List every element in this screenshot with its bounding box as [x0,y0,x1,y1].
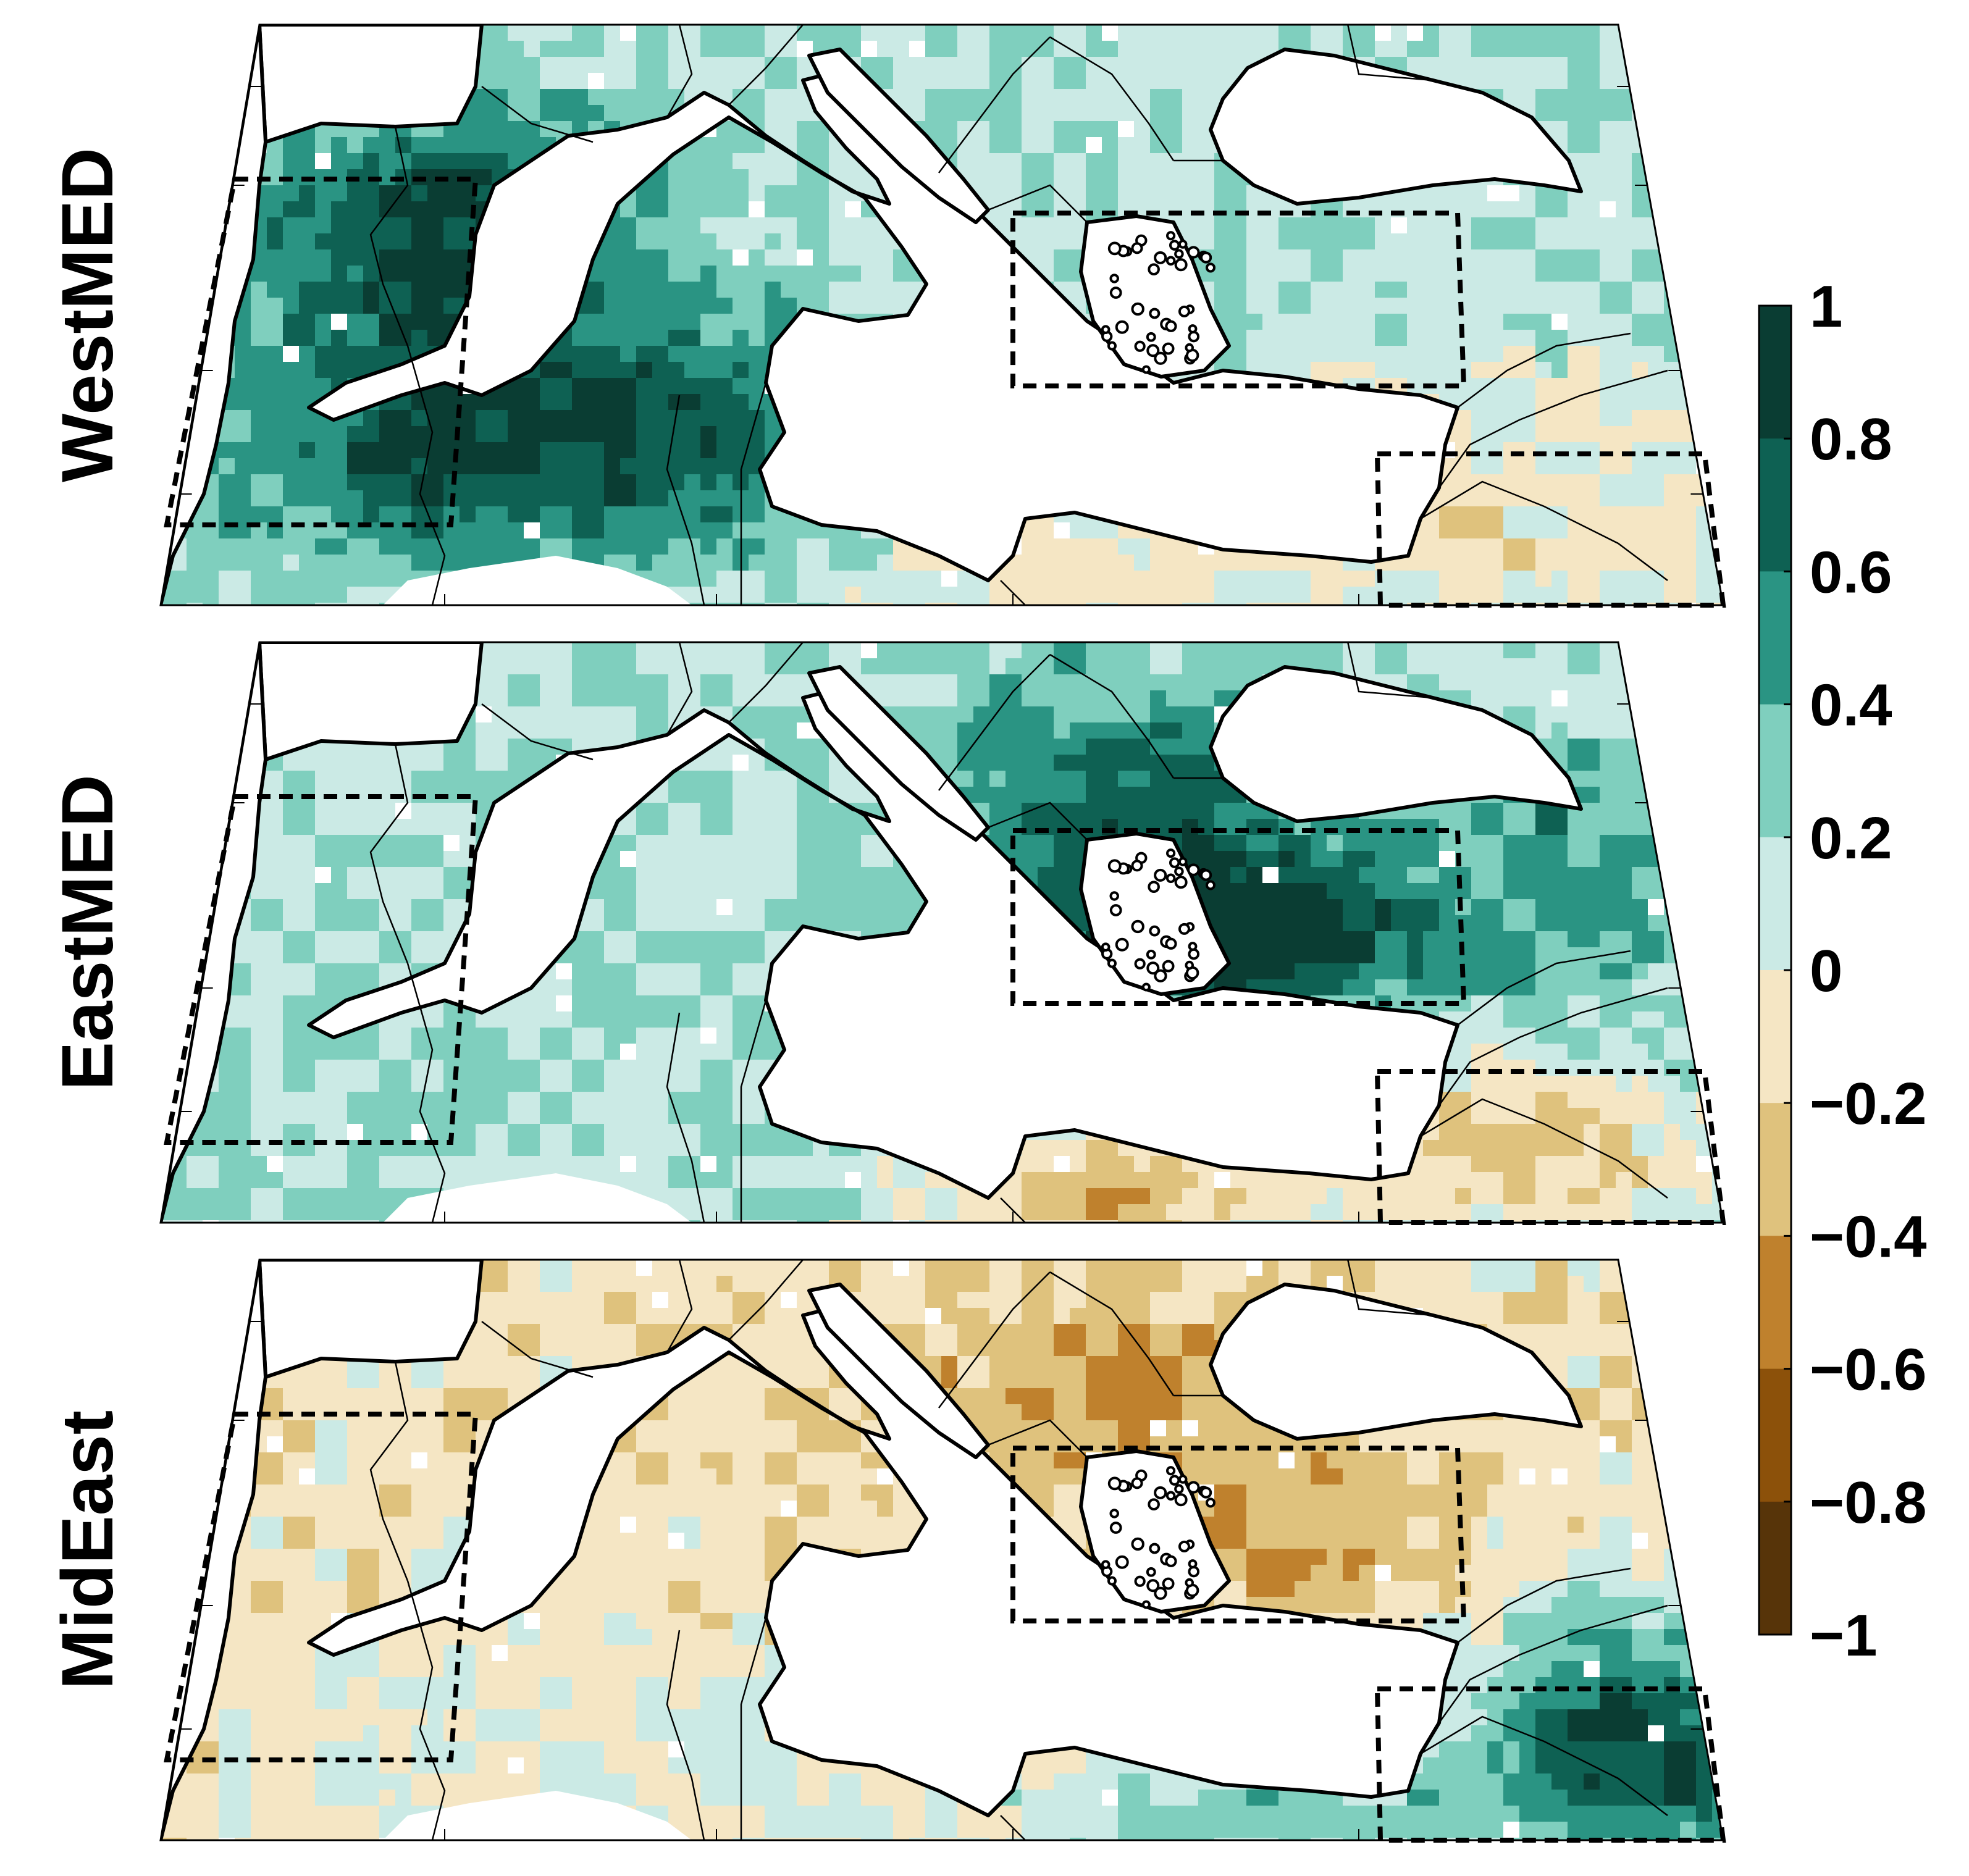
panel-title: WestMED [47,148,128,482]
colorbar-bin [1759,571,1791,705]
map-panel-mideast: MidEast [47,1258,1726,1843]
map-frame [159,641,1724,1224]
map-frame [159,1258,1724,1841]
colorbar-bin [1759,306,1791,439]
colorbar-tick-label: 0.2 [1810,805,1892,871]
colorbar-bin [1759,970,1791,1103]
colorbar-tick-label: −0.6 [1810,1337,1927,1403]
colorbar-tick-label: −0.8 [1810,1470,1927,1536]
region-box-2 [1010,1446,1467,1623]
colorbar-bin [1759,1236,1791,1370]
colorbar: 1 0.8 0.6 0.4 0.2 0 −0.2 −0.4 −0.6 −0.8 −1 [1758,274,1927,1669]
region-box-2 [1010,828,1467,1006]
colorbar-tick-label: 0.4 [1810,672,1892,739]
colorbar-tick-label: 0 [1810,938,1842,1004]
colorbar-tick-label: −0.2 [1810,1071,1927,1137]
colorbar-bin [1759,1103,1791,1236]
region-box-1 [164,794,479,1145]
colorbar-tick-label: 0.6 [1810,539,1892,605]
colorbar-bin [1759,1501,1791,1635]
colorbar-tick-label: 1 [1810,274,1842,340]
panel-title: EastMED [47,774,128,1090]
map-panel-eastmed: EastMED [47,641,1726,1225]
region-box-1 [164,177,479,527]
region-box-1 [164,1412,479,1762]
colorbar-bin [1759,704,1791,838]
colorbar-tick-label: −1 [1810,1602,1877,1669]
map-frame [159,23,1724,606]
colorbar-tick-label: −0.4 [1810,1204,1927,1270]
colorbar-tick-label: 0.8 [1810,406,1892,472]
colorbar-bin [1759,837,1791,971]
region-box-2 [1010,211,1467,388]
panel-title: MidEast [47,1410,128,1690]
colorbar-bin [1759,1368,1791,1502]
colorbar-bin [1759,438,1791,572]
map-panel-westmed: WestMED [47,23,1726,608]
